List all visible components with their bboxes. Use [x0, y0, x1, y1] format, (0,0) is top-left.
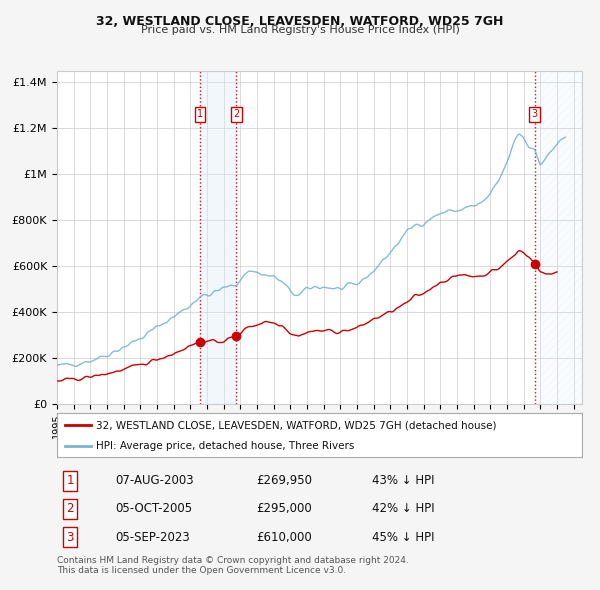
Text: 3: 3 — [67, 530, 74, 543]
Text: 42% ↓ HPI: 42% ↓ HPI — [372, 502, 434, 516]
Bar — [535, 71, 582, 404]
Bar — [200, 71, 236, 404]
Text: 1: 1 — [67, 474, 74, 487]
Text: 3: 3 — [532, 110, 538, 120]
Text: 32, WESTLAND CLOSE, LEAVESDEN, WATFORD, WD25 7GH (detached house): 32, WESTLAND CLOSE, LEAVESDEN, WATFORD, … — [97, 421, 497, 430]
Text: 07-AUG-2003: 07-AUG-2003 — [115, 474, 193, 487]
Text: Price paid vs. HM Land Registry's House Price Index (HPI): Price paid vs. HM Land Registry's House … — [140, 25, 460, 35]
Text: £269,950: £269,950 — [257, 474, 313, 487]
Text: 32, WESTLAND CLOSE, LEAVESDEN, WATFORD, WD25 7GH: 32, WESTLAND CLOSE, LEAVESDEN, WATFORD, … — [97, 15, 503, 28]
Text: 05-SEP-2023: 05-SEP-2023 — [115, 530, 190, 543]
Text: £610,000: £610,000 — [257, 530, 312, 543]
Text: 2: 2 — [233, 110, 239, 120]
Text: 1: 1 — [197, 110, 203, 120]
Text: 43% ↓ HPI: 43% ↓ HPI — [372, 474, 434, 487]
Text: HPI: Average price, detached house, Three Rivers: HPI: Average price, detached house, Thre… — [97, 441, 355, 451]
Text: £295,000: £295,000 — [257, 502, 312, 516]
Text: 2: 2 — [67, 502, 74, 516]
Text: 05-OCT-2005: 05-OCT-2005 — [115, 502, 192, 516]
Text: 45% ↓ HPI: 45% ↓ HPI — [372, 530, 434, 543]
Text: Contains HM Land Registry data © Crown copyright and database right 2024.
This d: Contains HM Land Registry data © Crown c… — [57, 556, 409, 575]
